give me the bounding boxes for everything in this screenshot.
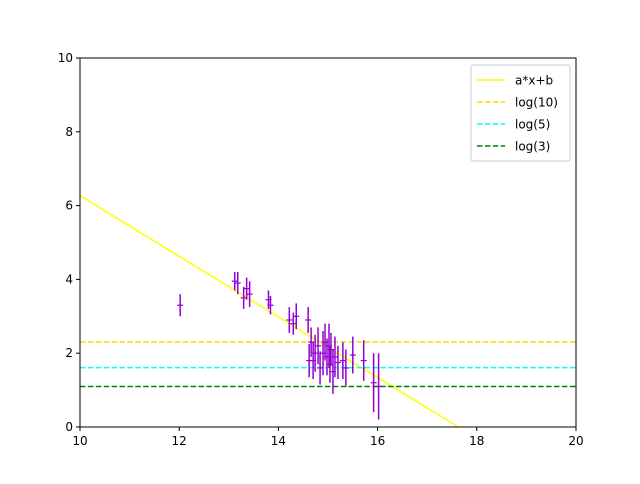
data-point [360, 340, 367, 381]
data-point [177, 294, 184, 317]
x-tick-label: 10 [72, 434, 87, 448]
data-point [305, 307, 312, 333]
data-point [315, 327, 322, 365]
legend-entry: log(3) [477, 140, 550, 154]
y-tick-label: 4 [65, 272, 73, 286]
legend-entry: log(10) [477, 96, 558, 110]
plot-frame [79, 57, 577, 428]
line-a-x-b [80, 194, 459, 427]
x-tick-label: 20 [568, 434, 583, 448]
legend-label: a*x+b [515, 74, 553, 88]
data-point [375, 353, 382, 420]
x-axis: 10 12 14 16 18 20 [72, 427, 584, 448]
data-point [326, 345, 333, 383]
y-tick-label: 8 [65, 125, 73, 139]
data-point [293, 303, 300, 330]
x-tick-label: 16 [370, 434, 385, 448]
x-tick-label: 12 [172, 434, 187, 448]
legend-label: log(10) [515, 96, 558, 110]
data-point [234, 272, 241, 295]
data-point [349, 336, 356, 374]
data-point [231, 272, 238, 291]
legend-label: log(5) [515, 118, 550, 132]
y-tick-label: 10 [58, 51, 73, 65]
y-tick-label: 2 [65, 346, 73, 360]
data-point [331, 336, 338, 378]
y-tick-label: 0 [65, 420, 73, 434]
data-point [246, 281, 253, 308]
data-point [240, 286, 247, 309]
data-point [370, 353, 377, 413]
y-axis: 0 2 4 6 8 10 [58, 51, 80, 434]
data-point [243, 277, 250, 300]
data-point [267, 296, 274, 315]
x-tick-label: 18 [469, 434, 484, 448]
data-point [334, 345, 341, 380]
data-point [342, 349, 349, 387]
legend-entry: log(5) [477, 118, 550, 132]
data-point [317, 351, 324, 385]
data-point [312, 334, 319, 372]
x-tick-label: 14 [271, 434, 286, 448]
legend-box [470, 64, 571, 162]
data-point [339, 342, 346, 380]
plot-content [80, 194, 576, 427]
legend-entry: a*x+b [477, 74, 553, 88]
data-point [286, 307, 293, 333]
legend: a*x+b log(10) log(5) log(3) [470, 64, 571, 162]
legend-label: log(3) [515, 140, 550, 154]
y-tick-label: 6 [65, 199, 73, 213]
